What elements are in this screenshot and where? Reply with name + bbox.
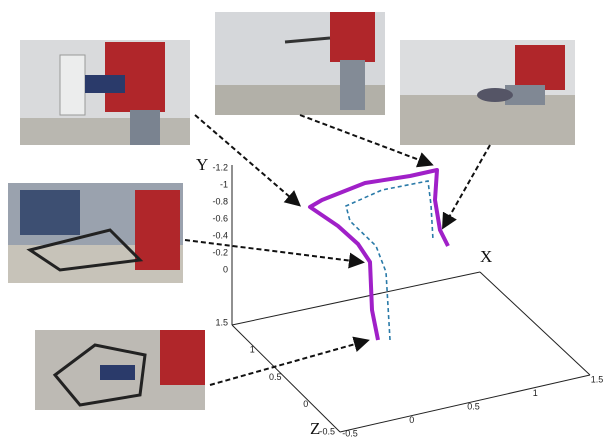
tick-label: 0.5	[467, 401, 480, 411]
tick-label: 1.5	[215, 317, 228, 327]
photo	[400, 40, 575, 145]
tick-label: 0	[409, 415, 414, 425]
tick-label: -0.6	[212, 213, 228, 223]
tick-label: 1.5	[591, 374, 604, 384]
tick-label: 0.5	[269, 372, 282, 382]
tick-label: 0	[223, 264, 228, 274]
axis-label: Y	[196, 155, 208, 174]
tick-label: -0.5	[342, 428, 358, 438]
photo	[20, 40, 190, 145]
photo	[215, 12, 385, 115]
callout-arrows	[185, 115, 490, 385]
reference-path	[346, 181, 433, 340]
axis-label: X	[480, 247, 492, 266]
tick-labels: -1.2 -1 -0.8 -0.6 -0.4 -0.2 0 1.5 1 0.5 0 -0.5 -0.5 0…	[212, 162, 603, 438]
tick-label: -1.2	[212, 162, 228, 172]
photo	[8, 183, 183, 283]
tick-label: -0.8	[212, 196, 228, 206]
tick-label: -1	[220, 179, 228, 189]
figure: Y X Z -1.2-1-0.8-0.6-0.4-0.201.510.50-0.…	[0, 0, 606, 439]
tick-label: -0.2	[212, 247, 228, 257]
tick-label: -0.5	[319, 426, 335, 436]
photo	[35, 330, 205, 410]
tick-label: 1	[533, 388, 538, 398]
tick-label: -0.4	[212, 230, 228, 240]
tick-label: 0	[303, 399, 308, 409]
tick-label: 1	[250, 345, 255, 355]
